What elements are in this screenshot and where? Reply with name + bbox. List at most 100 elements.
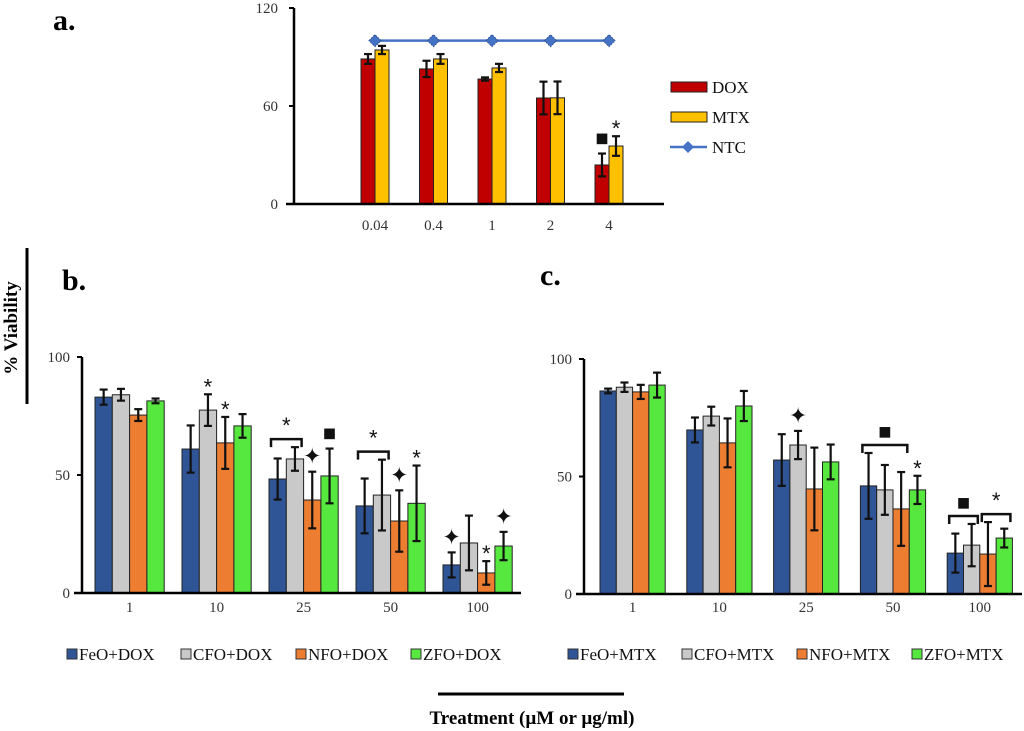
- x-tick-label: 0.4: [424, 218, 443, 234]
- x-tick-label: 50: [383, 600, 398, 616]
- y-tick-label: 60: [263, 99, 278, 115]
- legend-label-ntc: NTC: [712, 138, 746, 157]
- bar-dox: [419, 68, 434, 205]
- significance-marker: *: [612, 116, 621, 141]
- legend-swatch-dox: [670, 81, 708, 93]
- bar-dox: [360, 58, 376, 205]
- panel-c-chart: 0 50 100 1 10 25 50 100 ✦ ■ * ■ * FeO+MTX CFO+MTX NFO+M…: [550, 352, 1022, 664]
- bar-feo-dox: [94, 396, 113, 594]
- ntc-point-marker: [543, 33, 558, 48]
- ntc-point-marker: [368, 33, 382, 48]
- y-tick-label: 50: [557, 470, 572, 486]
- bar-zfo-mtx: [735, 405, 753, 595]
- significance-marker: ■: [957, 490, 970, 515]
- panel-a-chart: 0 60 120 0.04 0.4 1 2 4 ■ * DOX MTX NTC: [256, 1, 750, 234]
- bar-feo-mtx: [686, 429, 704, 595]
- x-axis-title: Treatment (µM or µg/ml): [430, 708, 635, 729]
- legend-label-zfo-dox: ZFO+DOX: [423, 645, 502, 664]
- significance-marker: ✦: [442, 524, 460, 549]
- bar-zfo-dox: [233, 425, 252, 594]
- bar-mtx: [433, 58, 448, 205]
- significance-bracket: [356, 450, 390, 460]
- significance-bracket: [947, 514, 980, 524]
- significance-marker: ✦: [390, 462, 408, 487]
- legend-label-nfo-dox: NFO+DOX: [308, 645, 388, 664]
- bar-mtx: [491, 67, 507, 205]
- x-tick-label: 1: [629, 600, 637, 616]
- significance-marker: *: [412, 446, 421, 471]
- bar-cfo-dox: [285, 458, 305, 594]
- significance-bracket: [861, 443, 909, 453]
- significance-marker: *: [221, 397, 230, 422]
- legend-label-cfo-mtx: CFO+MTX: [694, 645, 774, 664]
- x-tick-label: 100: [969, 600, 992, 616]
- y-tick-label: 0: [63, 586, 71, 602]
- bar-dox: [477, 78, 493, 205]
- x-tick-label: 10: [712, 600, 727, 616]
- x-tick-label: 100: [466, 600, 489, 616]
- y-axis-title: % Viability: [1, 281, 22, 375]
- bar-zfo-mtx: [648, 384, 666, 595]
- significance-marker: ■: [323, 421, 336, 446]
- bar-cfo-mtx: [615, 386, 634, 595]
- significance-marker: *: [482, 541, 491, 566]
- bar-cfo-dox: [111, 394, 131, 594]
- significance-marker: *: [369, 426, 378, 451]
- legend-label-feo-mtx: FeO+MTX: [580, 645, 657, 664]
- x-tick-label: 2: [547, 218, 555, 234]
- bar-nfo-dox: [129, 414, 148, 594]
- legend-label-feo-dox: FeO+DOX: [79, 645, 155, 664]
- bar-cfo-mtx: [789, 444, 807, 595]
- significance-bracket: [980, 512, 1012, 523]
- bar-feo-mtx: [599, 390, 617, 595]
- legend-swatch-cfo-mtx: [681, 648, 693, 660]
- ntc-point-marker: [602, 33, 616, 48]
- ntc-point-marker: [485, 33, 499, 48]
- significance-marker: ■: [595, 126, 608, 151]
- x-tick-label: 4: [605, 218, 613, 234]
- significance-marker: *: [913, 456, 922, 481]
- bar-zfo-dox: [146, 400, 165, 594]
- significance-bracket: [269, 437, 303, 448]
- x-tick-label: 50: [886, 600, 901, 616]
- bar-zfo-mtx: [908, 489, 927, 595]
- panel-a-label: a.: [53, 4, 76, 37]
- ntc-point-marker: [426, 33, 441, 48]
- legend-swatch-feo-dox: [66, 648, 78, 660]
- legend-label-dox: DOX: [712, 78, 749, 97]
- legend-label-zfo-mtx: ZFO+MTX: [924, 645, 1003, 664]
- x-tick-label: 1: [126, 600, 134, 616]
- y-tick-label: 100: [48, 350, 71, 366]
- significance-marker: *: [282, 413, 291, 438]
- x-tick-label: 0.04: [362, 218, 389, 234]
- legend-marker-ntc: [682, 141, 694, 153]
- significance-marker: *: [992, 488, 1001, 513]
- bar-cfo-mtx: [702, 415, 720, 595]
- y-tick-label: 120: [256, 1, 279, 17]
- y-tick-label: 50: [55, 468, 70, 484]
- legend-swatch-mtx: [670, 111, 708, 123]
- y-tick-label: 0: [271, 197, 279, 213]
- significance-marker: ✦: [789, 403, 807, 428]
- significance-marker: *: [204, 374, 213, 399]
- y-tick-label: 0: [565, 587, 573, 603]
- panel-b-label: b.: [62, 264, 86, 297]
- bar-nfo-mtx: [632, 391, 650, 595]
- legend-label-cfo-dox: CFO+DOX: [193, 645, 273, 664]
- significance-marker: ✦: [303, 444, 321, 469]
- panel-c-label: c.: [540, 259, 561, 292]
- legend-swatch-nfo-dox: [295, 648, 307, 660]
- legend-swatch-nfo-mtx: [796, 648, 808, 660]
- legend-swatch-zfo-dox: [410, 648, 422, 660]
- legend-swatch-cfo-dox: [180, 648, 192, 660]
- bar-cfo-dox: [198, 409, 218, 594]
- x-tick-label: 1: [488, 218, 496, 234]
- legend-swatch-zfo-mtx: [911, 648, 923, 660]
- x-tick-label: 10: [209, 600, 224, 616]
- significance-marker: ✦: [494, 504, 512, 529]
- x-tick-label: 25: [296, 600, 311, 616]
- legend-label-mtx: MTX: [712, 108, 750, 127]
- bar-mtx: [374, 49, 390, 205]
